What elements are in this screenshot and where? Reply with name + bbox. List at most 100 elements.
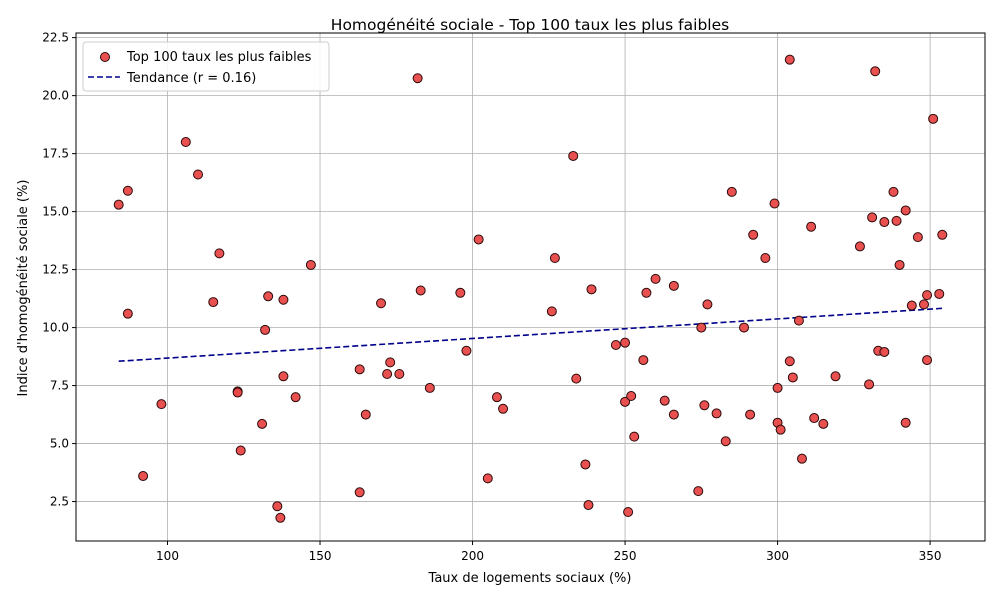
legend-label-trend: Tendance (r = 0.16) [126,71,256,86]
scatter-point [260,324,271,335]
scatter-point [793,315,804,326]
scatter-point [922,355,933,366]
scatter-point [424,382,435,393]
scatter-point [461,345,472,356]
scatter-point [696,322,707,333]
scatter-point [580,459,591,470]
scatter-point [784,356,795,367]
scatter-point [232,387,243,398]
x-axis-label: Taux de logements sociaux (%) [428,571,632,586]
scatter-point [879,217,890,228]
scatter-point [549,253,560,264]
scatter-point [382,368,393,379]
scatter-point [272,501,283,512]
scatter-point [659,395,670,406]
gridlines [76,33,985,541]
y-tick-label: 22.5 [42,31,69,45]
x-tick-label: 100 [156,549,179,563]
scatter-point [937,229,948,240]
scatter-point [796,453,807,464]
y-tick-label: 12.5 [42,263,69,277]
scatter-point [275,512,286,523]
trend-line-layer [118,307,943,363]
scatter-point [214,248,225,259]
scatter-point [376,298,387,309]
y-axis-label: Indice d'homogénéité sociale (%) [16,180,31,397]
scatter-point [491,392,502,403]
legend: Top 100 taux les plus faibles Tendance (… [82,41,330,92]
scatter-point [745,409,756,420]
scatter-point [928,113,939,124]
scatter-point [546,306,557,317]
scatter-point [711,408,722,419]
scatter-point [586,284,597,295]
scatter-point [385,357,396,368]
scatter-point [278,371,289,382]
y-tick-label: 10.0 [42,321,69,335]
scatter-point [809,413,820,424]
scatter-point [278,294,289,305]
scatter-point [583,500,594,511]
scatter-point [455,287,466,298]
scatter-point [888,186,899,197]
y-tick-label: 20.0 [42,89,69,103]
scatter-point [772,382,783,393]
scatter-point [122,308,133,319]
scatter-point [482,473,493,484]
y-tick-label: 2.5 [50,495,69,509]
x-tick-label: 300 [766,549,789,563]
legend-label-scatter: Top 100 taux les plus faibles [126,50,312,65]
x-tick-label: 200 [461,549,484,563]
scatter-point [699,400,710,411]
y-tick-label: 17.5 [42,147,69,161]
scatter-point [784,54,795,65]
scatter-point [235,445,246,456]
scatter-point [775,424,786,435]
scatter-point [623,507,634,518]
y-tick-label: 15.0 [42,205,69,219]
scatter-point [156,399,167,410]
scatter-point [894,259,905,270]
x-axis: 100 150 200 250 300 350 [156,541,942,563]
legend-box [82,41,330,92]
scatter-point [918,299,929,310]
scatter-point [864,379,875,390]
y-tick-label: 7.5 [50,379,69,393]
scatter-point [867,212,878,223]
scatter-point [415,285,426,296]
scatter-point [180,137,191,148]
scatter-point [891,215,902,226]
scatter-point [870,66,881,77]
scatter-point [354,364,365,375]
scatter-point [668,409,679,420]
scatter-point [760,253,771,264]
scatter-point [113,199,124,210]
scatter-point [122,185,133,196]
scatter-point [473,234,484,245]
scatter-point [748,229,759,240]
scatter-point [412,73,423,84]
scatter-points-layer [113,54,948,523]
scatter-point [626,391,637,402]
scatter-point [360,409,371,420]
scatter-point [693,486,704,497]
chart-title: Homogénéité sociale - Top 100 taux les p… [331,16,729,34]
scatter-point [138,471,149,482]
scatter-point [257,418,268,429]
scatter-point [193,169,204,180]
scatter-point [787,372,798,383]
scatter-point [571,373,582,384]
scatter-point [610,339,621,350]
scatter-point [830,371,841,382]
scatter-point [739,322,750,333]
scatter-point [641,287,652,298]
scatter-point [638,355,649,366]
scatter-point [879,346,890,357]
scatter-point [305,259,316,270]
plot-area [75,32,986,542]
y-tick-label: 5.0 [50,437,69,451]
scatter-point [668,280,679,291]
scatter-point [354,487,365,498]
scatter-point [769,198,780,209]
scatter-point [854,241,865,252]
